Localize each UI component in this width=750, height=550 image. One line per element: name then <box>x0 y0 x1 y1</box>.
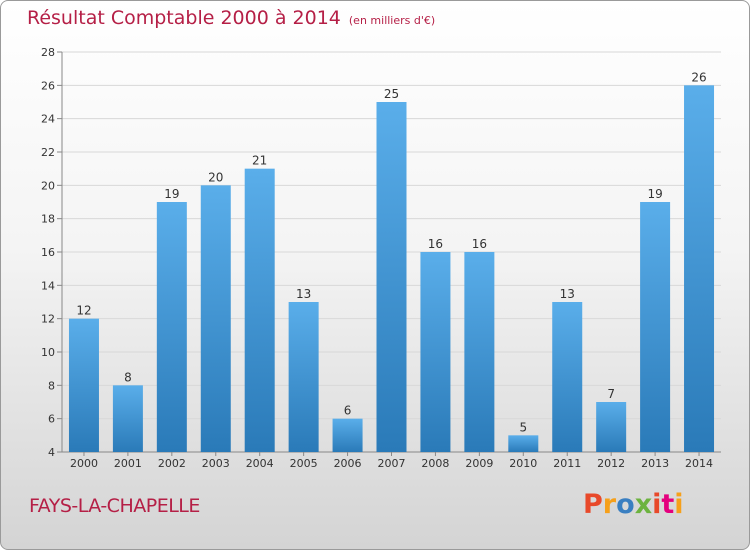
value-label-2007: 25 <box>384 87 399 101</box>
value-label-2011: 13 <box>560 287 575 301</box>
logo-letter: t <box>661 489 675 520</box>
value-label-2014: 26 <box>691 70 706 84</box>
y-tick-label: 12 <box>41 313 55 326</box>
x-tick-label-2011: 2011 <box>553 457 581 470</box>
value-label-2001: 8 <box>124 370 132 384</box>
logo-letter: o <box>616 489 635 520</box>
bars <box>68 85 715 453</box>
bar-2000 <box>68 318 99 452</box>
bar-2007 <box>376 102 407 452</box>
y-tick-label: 20 <box>41 179 55 192</box>
logo-letter: i <box>674 489 684 520</box>
bar-2006 <box>332 418 363 452</box>
value-label-2013: 19 <box>647 187 662 201</box>
commune-name: FAYS-LA-CHAPELLE <box>29 495 200 517</box>
value-label-2005: 13 <box>296 287 311 301</box>
x-tick-label-2008: 2008 <box>421 457 449 470</box>
bar-2011 <box>552 302 583 452</box>
y-tick-label: 14 <box>41 279 55 292</box>
value-label-2012: 7 <box>607 387 615 401</box>
value-label-2002: 19 <box>164 187 179 201</box>
labels: 12 2000 8 2001 19 2002 20 2003 21 2004 13 2005 6 2006… <box>70 70 713 470</box>
bar-2013 <box>640 202 671 452</box>
x-tick-label-2004: 2004 <box>246 457 274 470</box>
axes: 4 6 8 10 12 14 16 18 20 22 24 26 28 <box>41 46 721 459</box>
y-tick-label: 22 <box>41 146 55 159</box>
x-tick-label-2012: 2012 <box>597 457 625 470</box>
bar-2012 <box>596 402 627 452</box>
proxiti-logo: Proxiti <box>583 489 684 520</box>
y-tick-label: 24 <box>41 113 55 126</box>
y-tick-label: 10 <box>41 346 55 359</box>
bar-2001 <box>112 385 143 452</box>
logo-letter: x <box>634 489 653 520</box>
title-main: Résultat Comptable 2000 à 2014 <box>27 7 341 29</box>
y-tick-label: 28 <box>41 46 55 59</box>
x-tick-label-2009: 2009 <box>465 457 493 470</box>
x-tick-label-2006: 2006 <box>334 457 362 470</box>
value-label-2000: 12 <box>76 304 91 318</box>
y-tick-label: 8 <box>48 379 55 392</box>
bar-2010 <box>508 435 539 452</box>
value-label-2010: 5 <box>519 420 527 434</box>
value-label-2006: 6 <box>344 404 352 418</box>
x-tick-label-2001: 2001 <box>114 457 142 470</box>
y-tick-label: 4 <box>48 446 55 459</box>
bar-2005 <box>288 302 319 452</box>
x-tick-label-2002: 2002 <box>158 457 186 470</box>
bar-2008 <box>420 252 451 452</box>
bar-2009 <box>464 252 495 452</box>
value-label-2003: 20 <box>208 170 223 184</box>
y-tick-label: 6 <box>48 413 55 426</box>
x-tick-label-2010: 2010 <box>509 457 537 470</box>
x-tick-label-2000: 2000 <box>70 457 98 470</box>
x-tick-label-2007: 2007 <box>378 457 406 470</box>
logo-letter: r <box>602 489 617 520</box>
value-label-2008: 16 <box>428 237 443 251</box>
y-tick-label: 26 <box>41 79 55 92</box>
bar-2002 <box>156 202 187 452</box>
y-tick-label: 18 <box>41 213 55 226</box>
y-tick-label: 16 <box>41 246 55 259</box>
x-tick-label-2013: 2013 <box>641 457 669 470</box>
bar-2014 <box>684 85 715 452</box>
x-tick-label-2005: 2005 <box>290 457 318 470</box>
logo-letter: P <box>583 489 603 520</box>
bar-2004 <box>244 168 275 452</box>
x-tick-label-2003: 2003 <box>202 457 230 470</box>
bar-2003 <box>200 185 231 453</box>
x-tick-label-2014: 2014 <box>685 457 713 470</box>
value-label-2004: 21 <box>252 154 267 168</box>
value-label-2009: 16 <box>472 237 487 251</box>
title-unit: (en milliers d'€) <box>348 14 436 27</box>
logo-letter: i <box>652 489 662 520</box>
chart-title: Résultat Comptable 2000 à 2014 (en millie… <box>27 7 435 29</box>
